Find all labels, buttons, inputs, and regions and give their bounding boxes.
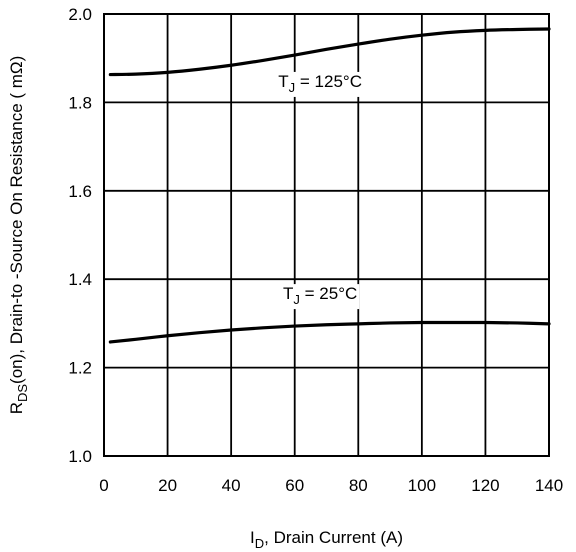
y-axis-label: RDS(on), Drain-to -Source On Resistance … xyxy=(7,56,30,415)
series-label-rest: = 25°C xyxy=(300,284,357,303)
y-tick-labels: 1.0 1.2 1.4 1.6 1.8 2.0 xyxy=(68,5,92,466)
x-tick-label: 80 xyxy=(349,476,368,495)
y-tick-label: 1.6 xyxy=(68,182,92,201)
x-tick-label: 120 xyxy=(471,476,499,495)
x-tick-label: 40 xyxy=(222,476,241,495)
y-axis-label-sub: DS xyxy=(15,384,30,402)
series-label: TJ = 125°C xyxy=(276,71,365,97)
series-label: TJ = 25°C xyxy=(281,284,360,310)
x-axis-label-rest: , Drain Current (A) xyxy=(264,528,403,547)
series-label-text: TJ = 125°C xyxy=(278,72,362,95)
series-label-background xyxy=(281,284,360,310)
y-axis-label-rest: (on), Drain-to -Source On Resistance ( m… xyxy=(7,56,26,384)
x-axis-label: ID, Drain Current (A) xyxy=(250,528,403,551)
series-label-background xyxy=(276,71,365,97)
series-label-sub: J xyxy=(289,80,296,95)
x-tick-label: 20 xyxy=(158,476,177,495)
series-line xyxy=(108,27,551,77)
y-tick-label: 1.0 xyxy=(68,447,92,466)
series-label-text: TJ = 25°C xyxy=(283,284,357,307)
x-tick-label: 140 xyxy=(535,476,563,495)
x-tick-label: 100 xyxy=(408,476,436,495)
y-tick-label: 1.2 xyxy=(68,359,92,378)
y-tick-label: 1.8 xyxy=(68,93,92,112)
series-label-rest: = 125°C xyxy=(295,72,362,91)
x-axis-label-sub: D xyxy=(255,536,264,551)
y-tick-label: 2.0 xyxy=(68,5,92,24)
y-tick-label: 1.4 xyxy=(68,270,92,289)
series-label-main: T xyxy=(278,72,288,91)
x-tick-labels: 0 20 40 60 80 100 120 140 xyxy=(99,476,563,495)
x-tick-label: 0 xyxy=(99,476,108,495)
series-label-main: T xyxy=(283,284,293,303)
y-axis-label-main: R xyxy=(7,402,26,414)
series-label-sub: J xyxy=(293,292,300,307)
x-tick-label: 60 xyxy=(285,476,304,495)
x-axis-label-main: I xyxy=(250,528,255,547)
series-line xyxy=(108,320,551,344)
plot-frame xyxy=(103,13,550,457)
series-layer: TJ = 125°CTJ = 25°C xyxy=(108,27,551,344)
